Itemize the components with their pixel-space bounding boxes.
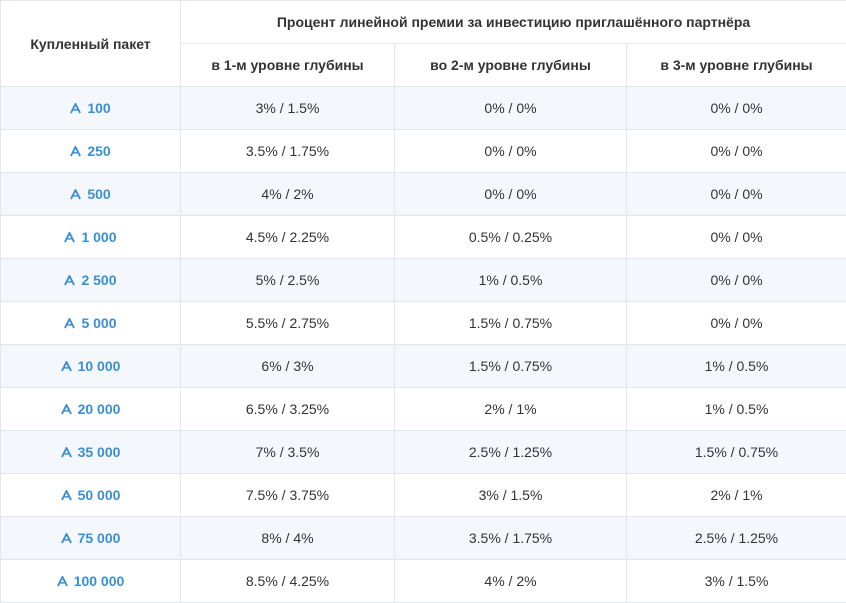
currency-icon [61,402,72,413]
level-2-cell: 1.5% / 0.75% [395,302,627,345]
package-value: 100 [87,100,110,116]
level-2-cell: 1.5% / 0.75% [395,345,627,388]
level-2-cell: 4% / 2% [395,560,627,603]
level-3-header: в 3-м уровне глубины [627,44,846,87]
header-row: Купленный пакет Процент линейной премии … [1,1,846,44]
level-2-cell: 0.5% / 0.25% [395,216,627,259]
currency-icon [70,144,81,155]
level-3-cell: 2% / 1% [627,474,846,517]
package-value: 20 000 [78,401,121,417]
level-1-cell: 5.5% / 2.75% [181,302,395,345]
package-cell: 500 [1,173,181,216]
package-column-header: Купленный пакет [1,1,181,87]
level-1-cell: 6.5% / 3.25% [181,388,395,431]
level-1-cell: 8.5% / 4.25% [181,560,395,603]
level-1-cell: 3.5% / 1.75% [181,130,395,173]
package-value: 50 000 [78,487,121,503]
level-3-cell: 1.5% / 0.75% [627,431,846,474]
level-1-cell: 6% / 3% [181,345,395,388]
package-value: 35 000 [78,444,121,460]
level-1-cell: 8% / 4% [181,517,395,560]
level-3-cell: 0% / 0% [627,173,846,216]
currency-icon [61,531,72,542]
table-row: 10 000 6% / 3%1.5% / 0.75%1% / 0.5% [1,345,846,388]
package-value: 2 500 [81,272,116,288]
package-cell: 20 000 [1,388,181,431]
package-value: 10 000 [78,358,121,374]
level-3-cell: 2.5% / 1.25% [627,517,846,560]
package-value: 250 [87,143,110,159]
level-1-cell: 4.5% / 2.25% [181,216,395,259]
package-value: 1 000 [81,229,116,245]
currency-icon [64,230,75,241]
package-value: 75 000 [78,530,121,546]
currency-icon [64,316,75,327]
currency-icon [61,488,72,499]
level-3-cell: 0% / 0% [627,259,846,302]
level-1-cell: 4% / 2% [181,173,395,216]
level-3-cell: 3% / 1.5% [627,560,846,603]
level-2-cell: 2% / 1% [395,388,627,431]
package-cell: 2 500 [1,259,181,302]
package-value: 100 000 [74,573,125,589]
level-2-cell: 3% / 1.5% [395,474,627,517]
level-2-cell: 0% / 0% [395,173,627,216]
level-1-cell: 7.5% / 3.75% [181,474,395,517]
table-row: 1 000 4.5% / 2.25%0.5% / 0.25%0% / 0% [1,216,846,259]
level-3-cell: 0% / 0% [627,302,846,345]
table-row: 20 000 6.5% / 3.25%2% / 1%1% / 0.5% [1,388,846,431]
currency-icon [57,574,68,585]
table-row: 5 000 5.5% / 2.75%1.5% / 0.75%0% / 0% [1,302,846,345]
level-1-cell: 5% / 2.5% [181,259,395,302]
package-cell: 50 000 [1,474,181,517]
package-cell: 250 [1,130,181,173]
bonus-group-header: Процент линейной премии за инвестицию пр… [181,1,846,44]
currency-icon [70,187,81,198]
level-1-cell: 7% / 3.5% [181,431,395,474]
currency-icon [61,445,72,456]
package-cell: 35 000 [1,431,181,474]
package-cell: 10 000 [1,345,181,388]
level-3-cell: 0% / 0% [627,87,846,130]
level-1-header: в 1-м уровне глубины [181,44,395,87]
table-row: 2 500 5% / 2.5%1% / 0.5%0% / 0% [1,259,846,302]
level-1-cell: 3% / 1.5% [181,87,395,130]
package-cell: 5 000 [1,302,181,345]
package-cell: 100 [1,87,181,130]
package-value: 500 [87,186,110,202]
level-2-cell: 0% / 0% [395,130,627,173]
currency-icon [64,273,75,284]
currency-icon [61,359,72,370]
package-value: 5 000 [81,315,116,331]
table-row: 100 000 8.5% / 4.25%4% / 2%3% / 1.5% [1,560,846,603]
currency-icon [70,101,81,112]
level-3-cell: 0% / 0% [627,130,846,173]
package-cell: 75 000 [1,517,181,560]
package-cell: 100 000 [1,560,181,603]
level-2-header: во 2-м уровне глубины [395,44,627,87]
table-row: 75 000 8% / 4%3.5% / 1.75%2.5% / 1.25% [1,517,846,560]
package-cell: 1 000 [1,216,181,259]
level-3-cell: 1% / 0.5% [627,345,846,388]
table-row: 50 000 7.5% / 3.75%3% / 1.5%2% / 1% [1,474,846,517]
level-2-cell: 3.5% / 1.75% [395,517,627,560]
level-2-cell: 1% / 0.5% [395,259,627,302]
level-2-cell: 2.5% / 1.25% [395,431,627,474]
level-3-cell: 0% / 0% [627,216,846,259]
level-3-cell: 1% / 0.5% [627,388,846,431]
table-row: 35 000 7% / 3.5%2.5% / 1.25%1.5% / 0.75% [1,431,846,474]
level-2-cell: 0% / 0% [395,87,627,130]
